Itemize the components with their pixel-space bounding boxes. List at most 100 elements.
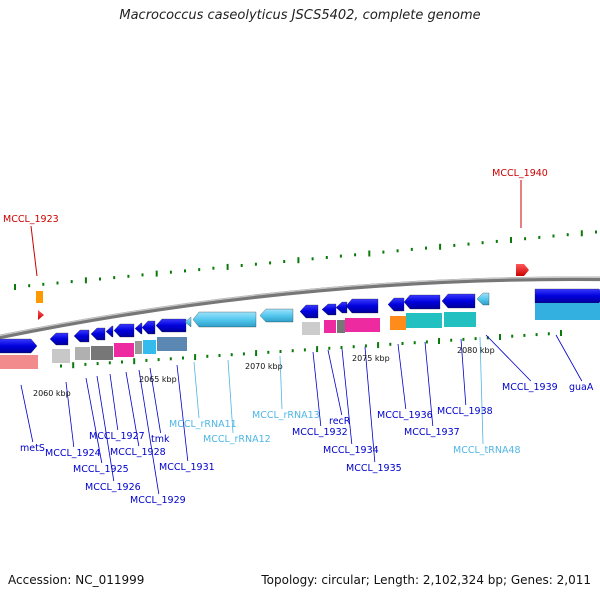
- cog-mccl-1936[interactable]: [390, 316, 406, 330]
- gc-tick: [401, 342, 404, 345]
- gene-mccl-trna48[interactable]: [476, 292, 490, 306]
- gene-mccl-1929[interactable]: [134, 322, 143, 335]
- gene-mccl-1923-marker[interactable]: [38, 310, 44, 320]
- gene-label[interactable]: MCCL_1931: [159, 462, 215, 473]
- gene-label[interactable]: MCCL_1926: [85, 482, 141, 493]
- gene-label[interactable]: MCCL_1936: [377, 410, 433, 421]
- gene-metS[interactable]: [0, 338, 38, 354]
- gene-mccl-1925[interactable]: [73, 329, 90, 343]
- cog-recR[interactable]: [324, 320, 336, 333]
- gc-tick: [113, 276, 116, 280]
- gene-label[interactable]: metS: [20, 443, 45, 454]
- gene-mccl-1938[interactable]: [441, 293, 476, 309]
- gc-tick: [450, 338, 453, 342]
- feature-rings: [0, 288, 600, 369]
- gene-label[interactable]: MCCL_1935: [346, 463, 402, 474]
- cog-tmk[interactable]: [143, 340, 156, 354]
- leader-line: [279, 355, 283, 410]
- gc-tick: [510, 237, 512, 243]
- gene-label[interactable]: MCCL_1934: [323, 445, 379, 456]
- gene-mccl-1934[interactable]: [335, 301, 348, 314]
- leader-line: [327, 349, 343, 416]
- gene-mccl-rrna12[interactable]: [259, 308, 294, 323]
- gene-label[interactable]: MCCL_rRNA11: [169, 419, 237, 430]
- gene-mccl-1935[interactable]: [345, 298, 379, 314]
- scale-label: 2065 kbp: [139, 375, 177, 384]
- gene-mccl-1926[interactable]: [90, 327, 106, 341]
- gene-label[interactable]: MCCL_1928: [110, 447, 166, 458]
- map-title: Macrococcus caseolyticus JSCS5402, compl…: [119, 8, 481, 23]
- gene-recR[interactable]: [321, 303, 337, 316]
- gene-mccl-1924[interactable]: [49, 332, 69, 346]
- gene-mccl-1928[interactable]: [113, 323, 135, 338]
- gene-label[interactable]: MCCL_1938: [437, 406, 493, 417]
- gene-label[interactable]: tmk: [151, 434, 170, 445]
- leader-line: [138, 369, 160, 495]
- gc-tick: [481, 241, 484, 245]
- leader-line: [460, 338, 467, 406]
- gc-tick: [425, 340, 428, 344]
- leader-line: [364, 346, 376, 463]
- cog-mccl-1931[interactable]: [157, 337, 187, 351]
- gene-mccl-1923-outer[interactable]: [36, 291, 43, 303]
- gc-tick: [145, 358, 148, 362]
- gc-tick: [311, 257, 314, 261]
- cog-mccl-1937[interactable]: [406, 313, 442, 328]
- cog-mccl-1926[interactable]: [91, 346, 113, 360]
- gene-mccl-1931[interactable]: [155, 318, 187, 333]
- gc-tick: [328, 346, 331, 350]
- gene-label[interactable]: MCCL_rRNA12: [203, 434, 271, 445]
- gc-tick: [254, 262, 257, 266]
- gc-tick: [325, 256, 328, 259]
- cog-mccl-1924[interactable]: [52, 349, 70, 363]
- gc-tick: [354, 253, 357, 257]
- cog-mccl-1925[interactable]: [75, 347, 90, 360]
- gc-tick: [60, 364, 62, 368]
- gene-mccl-1927[interactable]: [105, 325, 114, 338]
- gene-label[interactable]: MCCL_1925: [73, 464, 129, 475]
- highlight-gene-label[interactable]: MCCL_1940: [492, 168, 548, 179]
- gc-tick: [560, 330, 562, 336]
- gc-tick: [595, 230, 597, 234]
- gene-rna-small[interactable]: [184, 316, 192, 328]
- gene-mccl-1932[interactable]: [299, 304, 319, 319]
- cog-metS[interactable]: [0, 355, 38, 369]
- gc-tick: [413, 341, 416, 345]
- accession-text: Accession: NC_011999: [8, 573, 145, 587]
- cog-guaA-edge[interactable]: [535, 303, 600, 306]
- cog-mccl-1934[interactable]: [337, 320, 345, 333]
- leader-line: [227, 359, 234, 434]
- gene-label[interactable]: MCCL_rRNA13: [252, 410, 320, 421]
- gene-label[interactable]: MCCL_1924: [45, 448, 101, 459]
- gene-label[interactable]: MCCL_1929: [130, 495, 186, 506]
- gc-tick: [226, 263, 229, 270]
- gene-guaA[interactable]: [534, 288, 600, 304]
- gene-label[interactable]: MCCL_1927: [89, 431, 145, 442]
- gene-label[interactable]: MCCL_1932: [292, 427, 348, 438]
- gc-tick: [538, 235, 541, 239]
- cog-mccl-1929[interactable]: [135, 341, 142, 354]
- cog-guaA[interactable]: [535, 306, 600, 320]
- gc-tick: [439, 243, 442, 250]
- highlight-gene-label[interactable]: MCCL_1923: [3, 214, 59, 225]
- gene-label[interactable]: MCCL_tRNA48: [453, 445, 521, 456]
- cog-mccl-1932[interactable]: [302, 322, 320, 335]
- cog-mccl-1935[interactable]: [345, 318, 380, 332]
- scale-label: 2070 kbp: [245, 362, 283, 371]
- gc-tick: [364, 344, 367, 348]
- cog-mccl-1928[interactable]: [114, 343, 134, 357]
- gene-label[interactable]: MCCL_1939: [502, 382, 558, 393]
- gene-mccl-rrna11[interactable]: [192, 311, 257, 328]
- gc-tick: [206, 354, 209, 358]
- gene-mccl-1937[interactable]: [403, 294, 441, 310]
- gene-tmk[interactable]: [141, 320, 156, 335]
- gene-label[interactable]: guaA: [569, 382, 594, 393]
- gc-tick: [169, 270, 172, 274]
- gene-mccl-1940-marker[interactable]: [516, 264, 529, 276]
- gene-label[interactable]: MCCL_1937: [404, 427, 460, 438]
- gene-label[interactable]: recR: [329, 416, 351, 427]
- gene-mccl-1936[interactable]: [387, 297, 405, 312]
- cog-mccl-1938[interactable]: [444, 312, 476, 327]
- gc-tick: [155, 270, 158, 277]
- gc-tick: [389, 342, 392, 346]
